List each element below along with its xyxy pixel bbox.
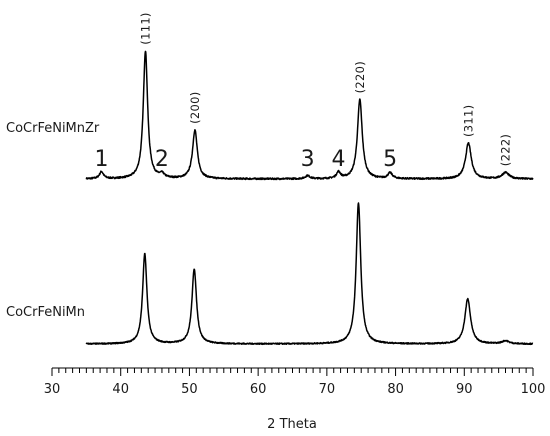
x-axis: 30 40 50 60 70 80 90 100 2 Theta	[44, 367, 546, 432]
sample-label-cocrfenimn: CoCrFeNiMn	[6, 305, 85, 320]
x-tick-label: 60	[250, 382, 267, 397]
impurity-peak-number: 2	[155, 147, 169, 172]
diffraction-patterns	[85, 50, 534, 346]
hkl-label: (111)	[139, 12, 153, 44]
sample-label-cocrfenimnzr: CoCrFeNiMnZr	[6, 121, 100, 136]
x-tick-label: 30	[44, 382, 61, 397]
x-tick-label: 50	[181, 382, 198, 397]
pattern-line-0	[85, 50, 534, 181]
hkl-labels: (111) (200) (220) (311) (222)	[139, 12, 513, 166]
hkl-label: (200)	[188, 91, 202, 123]
x-axis-ticks: 30 40 50 60 70 80 90 100	[44, 368, 546, 397]
pattern-line-1	[85, 202, 534, 346]
x-tick-label: 40	[112, 382, 129, 397]
impurity-peak-number: 4	[332, 147, 346, 172]
impurity-peak-number: 1	[95, 147, 109, 172]
hkl-label: (222)	[499, 134, 513, 166]
x-axis-title: 2 Theta	[267, 417, 317, 432]
x-tick-label: 90	[456, 382, 473, 397]
hkl-label: (220)	[353, 61, 367, 93]
x-tick-label: 100	[521, 382, 546, 397]
sample-labels: CoCrFeNiMnZr CoCrFeNiMn	[6, 121, 100, 320]
impurity-peak-number: 3	[301, 147, 315, 172]
x-tick-label: 70	[319, 382, 336, 397]
impurity-peak-number: 5	[383, 147, 397, 172]
x-tick-label: 80	[387, 382, 404, 397]
hkl-label: (311)	[461, 105, 475, 137]
